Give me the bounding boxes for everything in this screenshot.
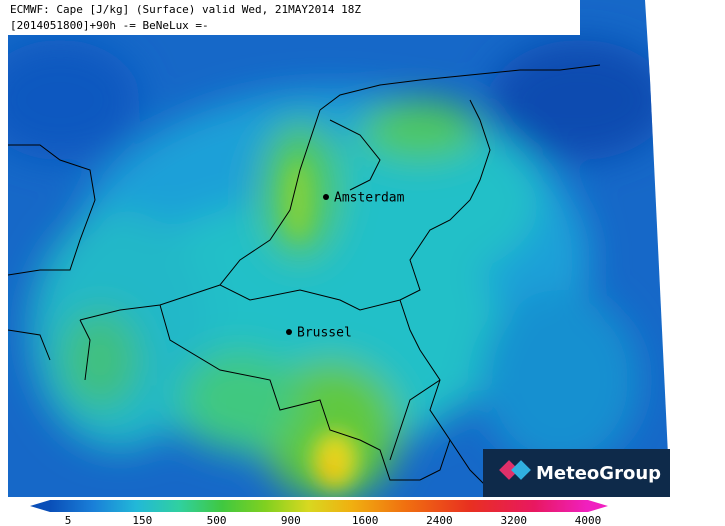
city-dot bbox=[286, 329, 292, 335]
city-label: Amsterdam bbox=[334, 191, 405, 206]
colorbar-tick-label: 5 bbox=[65, 514, 72, 526]
colorbar-tick-label: 150 bbox=[132, 514, 152, 526]
header-line: [2014051800]+90h -= BeNeLux =- bbox=[10, 19, 209, 32]
city-label: Brussel bbox=[297, 326, 352, 341]
city-dot bbox=[323, 194, 329, 200]
colorbar-tick-label: 500 bbox=[207, 514, 227, 526]
logo-text: MeteoGroup bbox=[536, 463, 661, 484]
colorbar-tick-label: 4000 bbox=[575, 514, 602, 526]
colorbar-tick-label: 2400 bbox=[426, 514, 453, 526]
header-box bbox=[0, 0, 580, 35]
colorbar-tick-label: 1600 bbox=[352, 514, 379, 526]
colorbar-tick-label: 900 bbox=[281, 514, 301, 526]
header-line: ECMWF: Cape [J/kg] (Surface) valid Wed, … bbox=[10, 3, 361, 16]
logo-icon bbox=[499, 460, 531, 480]
colorbar bbox=[30, 500, 608, 512]
colorbar-tick-label: 3200 bbox=[500, 514, 527, 526]
